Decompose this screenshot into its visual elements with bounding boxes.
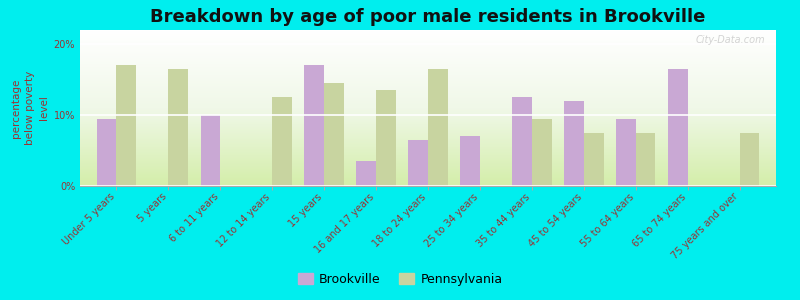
Bar <box>740 133 759 186</box>
Bar <box>584 133 603 186</box>
Bar <box>304 65 324 186</box>
Bar <box>636 133 655 186</box>
Bar <box>460 136 480 186</box>
Bar <box>532 118 552 186</box>
Legend: Brookville, Pennsylvania: Brookville, Pennsylvania <box>293 268 507 291</box>
Bar <box>272 98 292 186</box>
Bar <box>356 161 376 186</box>
Bar <box>324 83 344 186</box>
Bar <box>668 69 688 186</box>
Bar <box>408 140 428 186</box>
Title: Breakdown by age of poor male residents in Brookville: Breakdown by age of poor male residents … <box>150 8 706 26</box>
Bar <box>97 118 116 186</box>
Bar <box>376 90 396 186</box>
Bar <box>512 98 532 186</box>
Y-axis label: percentage
below poverty
level: percentage below poverty level <box>11 71 50 145</box>
Bar <box>116 65 136 186</box>
Bar <box>564 101 584 186</box>
Text: City-Data.com: City-Data.com <box>696 35 766 45</box>
Bar <box>428 69 448 186</box>
Bar <box>616 118 636 186</box>
Bar <box>201 115 220 186</box>
Bar <box>168 69 188 186</box>
